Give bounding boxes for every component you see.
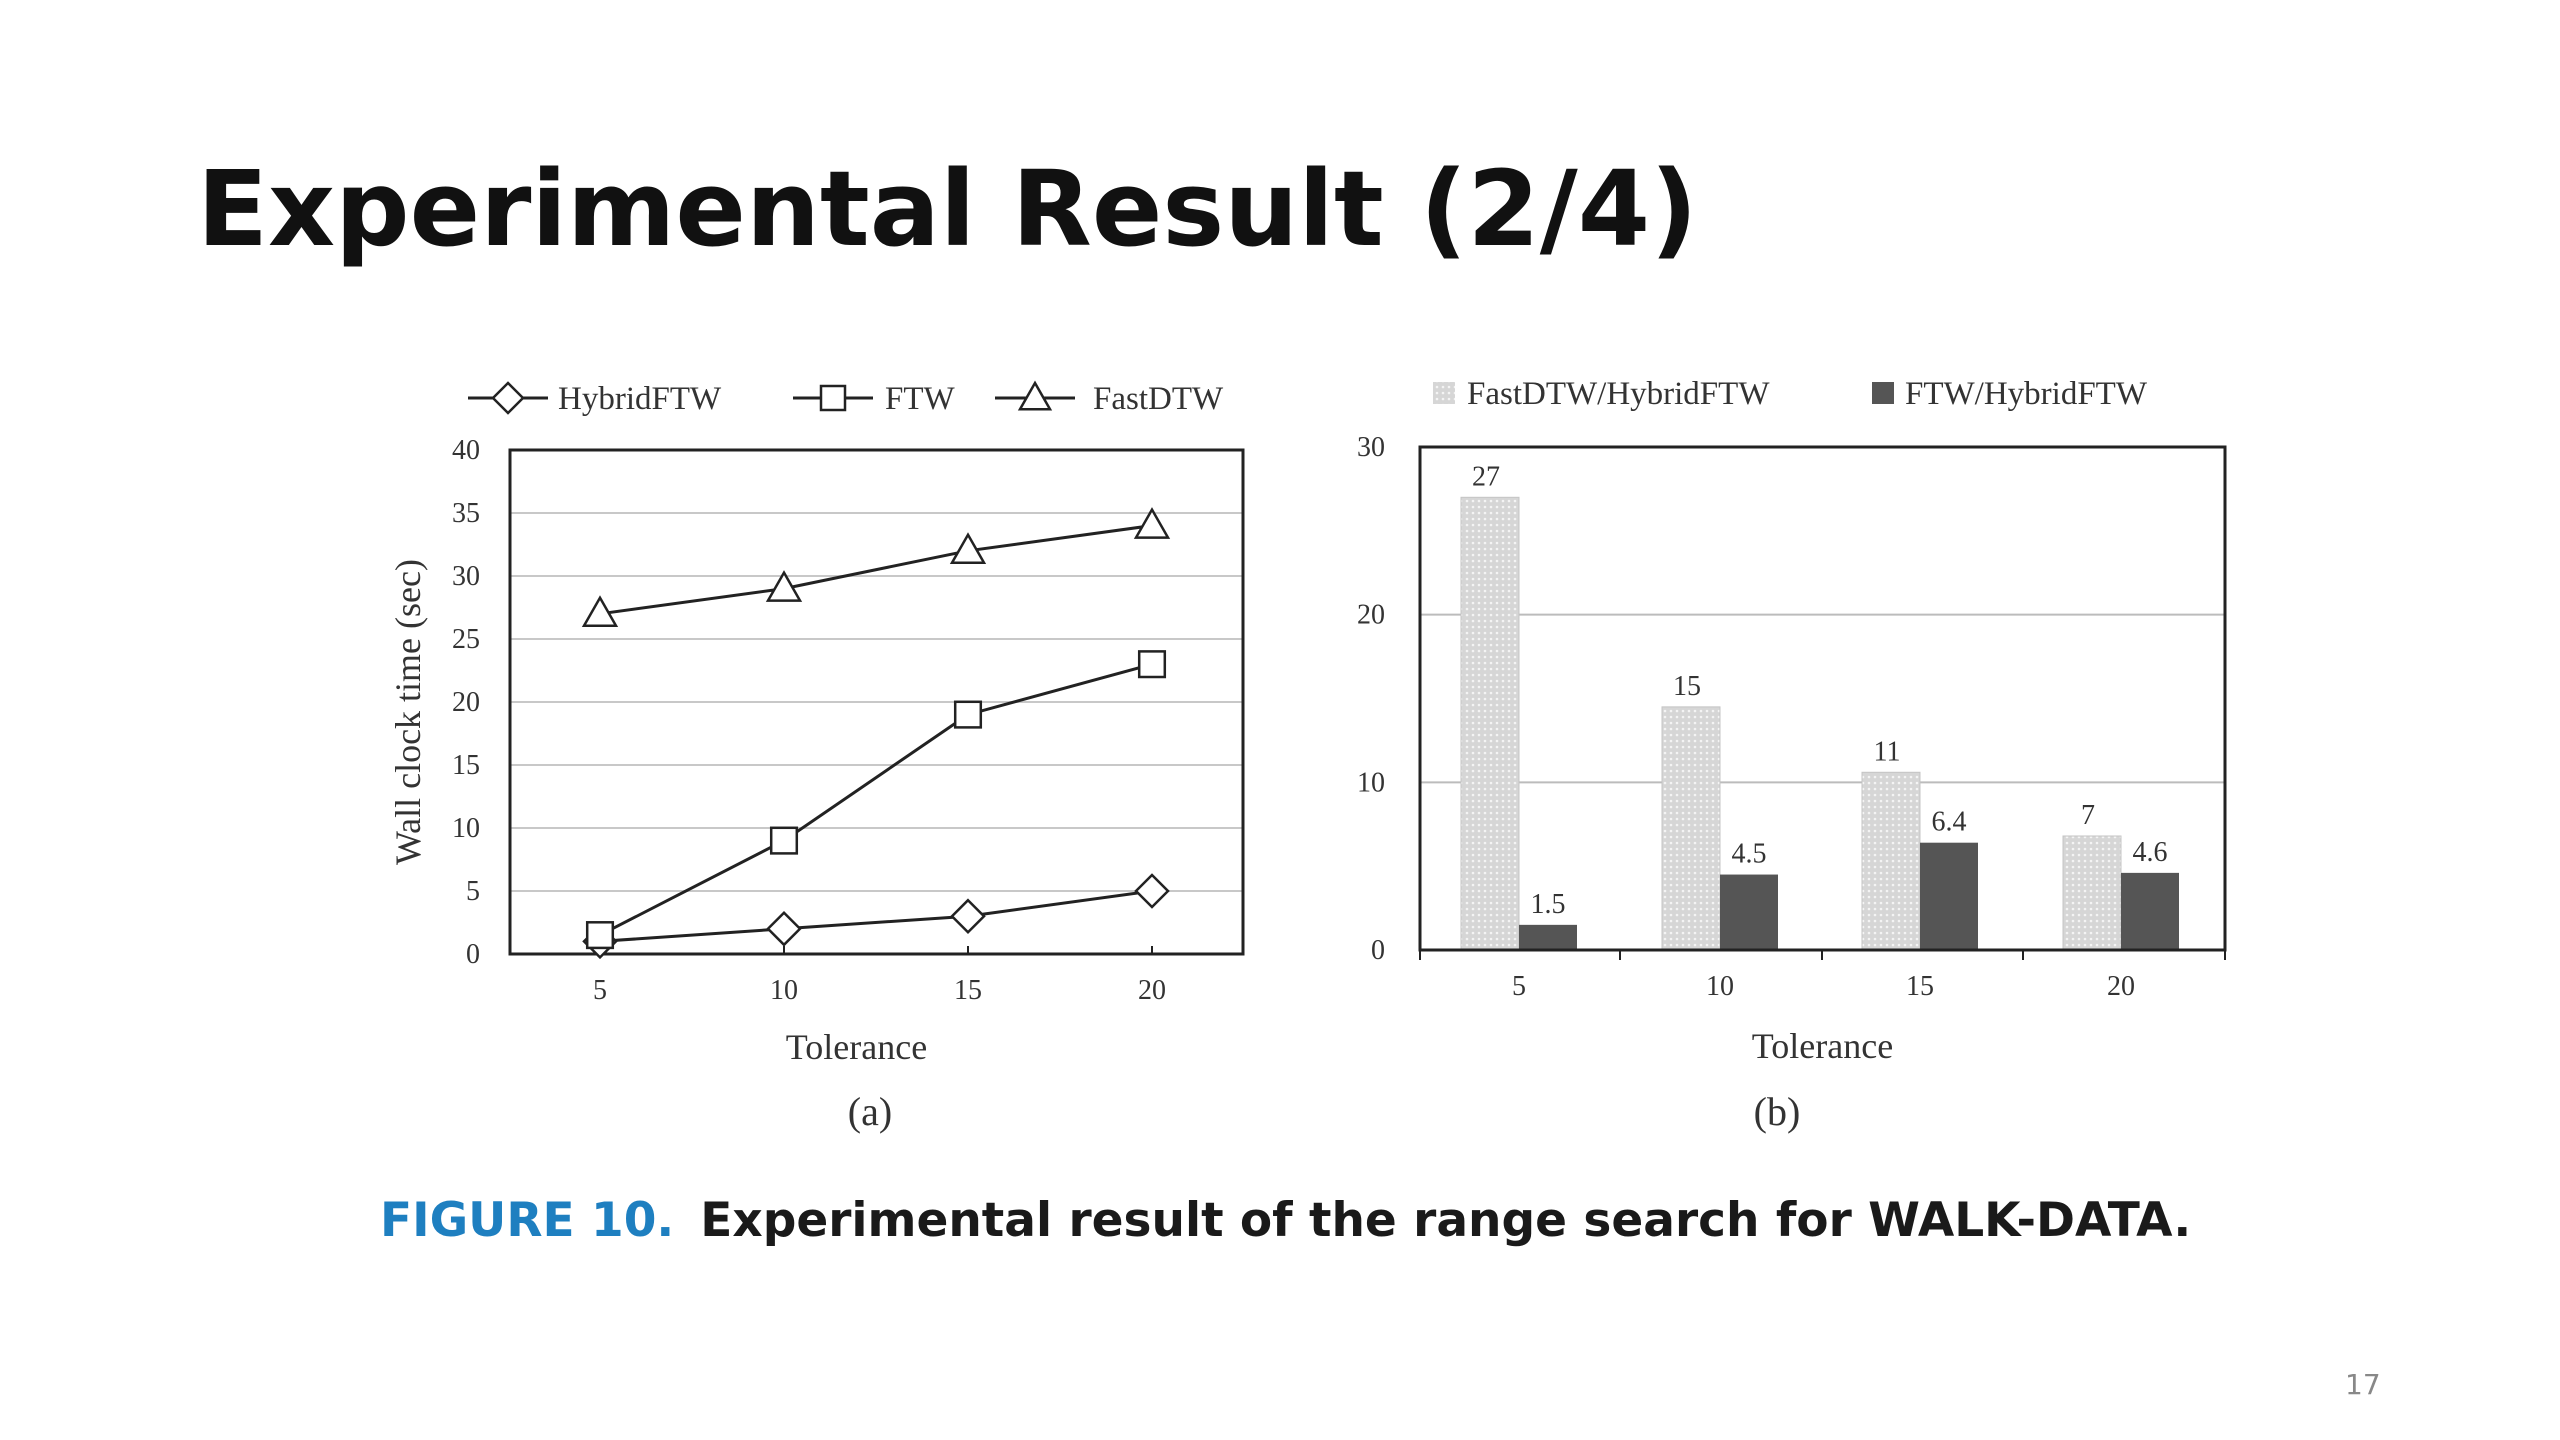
x-axis-label: Tolerance (786, 1027, 927, 1067)
data-point-fastdtw (765, 570, 803, 602)
panel-label-b: (b) (1754, 1089, 1801, 1134)
series-line-fastdtw (599, 524, 1153, 616)
y-tick-label: 10 (1357, 767, 1385, 798)
bar-fastdtw-hybridftw (1861, 771, 1921, 951)
slide-title: Experimental Result (2/4) (197, 148, 1698, 270)
legend-marker-fastdtw (1017, 380, 1053, 411)
data-point-ftw (953, 700, 983, 729)
legend-marker-hybridftw (491, 381, 525, 415)
bar-data-label: 4.5 (1732, 839, 1767, 870)
data-point-fastdtw (949, 532, 987, 565)
y-tick-label: 15 (452, 750, 480, 781)
y-tick-label: 35 (452, 498, 480, 529)
bar-data-label: 6.4 (1932, 807, 1967, 838)
y-tick-label: 20 (1357, 600, 1385, 631)
legend-label: FastDTW/HybridFTW (1467, 376, 1770, 412)
figure-caption: FIGURE 10. Experimental result of the ran… (380, 1193, 2191, 1248)
legend-swatch (1872, 382, 1894, 404)
bar-data-label: 7 (2081, 800, 2095, 831)
series-line-ftw (599, 662, 1153, 937)
data-point-fastdtw (581, 595, 619, 628)
series-line-hybridftw (599, 889, 1153, 943)
legend-marker-ftw (819, 384, 847, 412)
legend-label: HybridFTW (558, 381, 722, 417)
bar-fastdtw-hybridftw (1460, 496, 1520, 951)
caption-label: FIGURE 10. (380, 1193, 675, 1248)
legend-swatch (1433, 382, 1455, 404)
y-tick-label: 20 (452, 687, 480, 718)
x-tick-label: 10 (770, 975, 798, 1006)
y-tick-label: 0 (466, 939, 480, 970)
bar-ftw-hybridftw (1720, 874, 1778, 950)
x-tick-label: 15 (1906, 971, 1934, 1002)
y-tick-label: 30 (1357, 432, 1385, 463)
caption-text: Experimental result of the range search … (700, 1193, 2192, 1248)
bar-data-label: 27 (1472, 461, 1500, 492)
data-point-hybridftw (766, 911, 802, 947)
bar-ftw-hybridftw (2121, 872, 2179, 950)
bar-fastdtw-hybridftw (1661, 706, 1721, 951)
x-tick-label: 20 (2107, 971, 2135, 1002)
x-tick-label: 5 (1512, 971, 1526, 1002)
y-tick-label: 5 (466, 876, 480, 907)
legend-label: FTW/HybridFTW (1905, 376, 2148, 412)
bar-fastdtw-hybridftw (2062, 835, 2122, 951)
x-axis-label: Tolerance (1752, 1026, 1893, 1066)
data-point-ftw (585, 921, 615, 950)
y-tick-label: 10 (452, 813, 480, 844)
panel-label-a: (a) (848, 1089, 892, 1134)
y-tick-label: 25 (452, 624, 480, 655)
plot-frame (508, 448, 1245, 956)
legend-label: FTW (885, 381, 956, 417)
y-tick-label: 30 (452, 561, 480, 592)
x-tick-label: 5 (593, 975, 607, 1006)
y-tick-label: 0 (1371, 935, 1385, 966)
data-point-fastdtw (1133, 507, 1171, 539)
data-point-ftw (769, 826, 799, 855)
bar-ftw-hybridftw (1519, 924, 1577, 950)
bar-data-label: 1.5 (1531, 889, 1566, 920)
y-tick-label: 40 (452, 435, 480, 466)
x-tick-label: 15 (954, 975, 982, 1006)
page-number: 17 (2345, 1368, 2381, 1401)
bar-ftw-hybridftw (1920, 842, 1978, 950)
data-point-ftw (1137, 650, 1167, 679)
bar-data-label: 11 (1874, 736, 1901, 767)
y-axis-label: Wall clock time (sec) (388, 559, 428, 865)
x-tick-label: 10 (1706, 971, 1734, 1002)
legend-label: FastDTW (1093, 381, 1224, 417)
bar-data-label: 15 (1673, 671, 1701, 702)
bar-data-label: 4.6 (2133, 837, 2168, 868)
x-tick-label: 20 (1138, 975, 1166, 1006)
data-point-hybridftw (950, 898, 986, 934)
data-point-hybridftw (1134, 873, 1170, 909)
